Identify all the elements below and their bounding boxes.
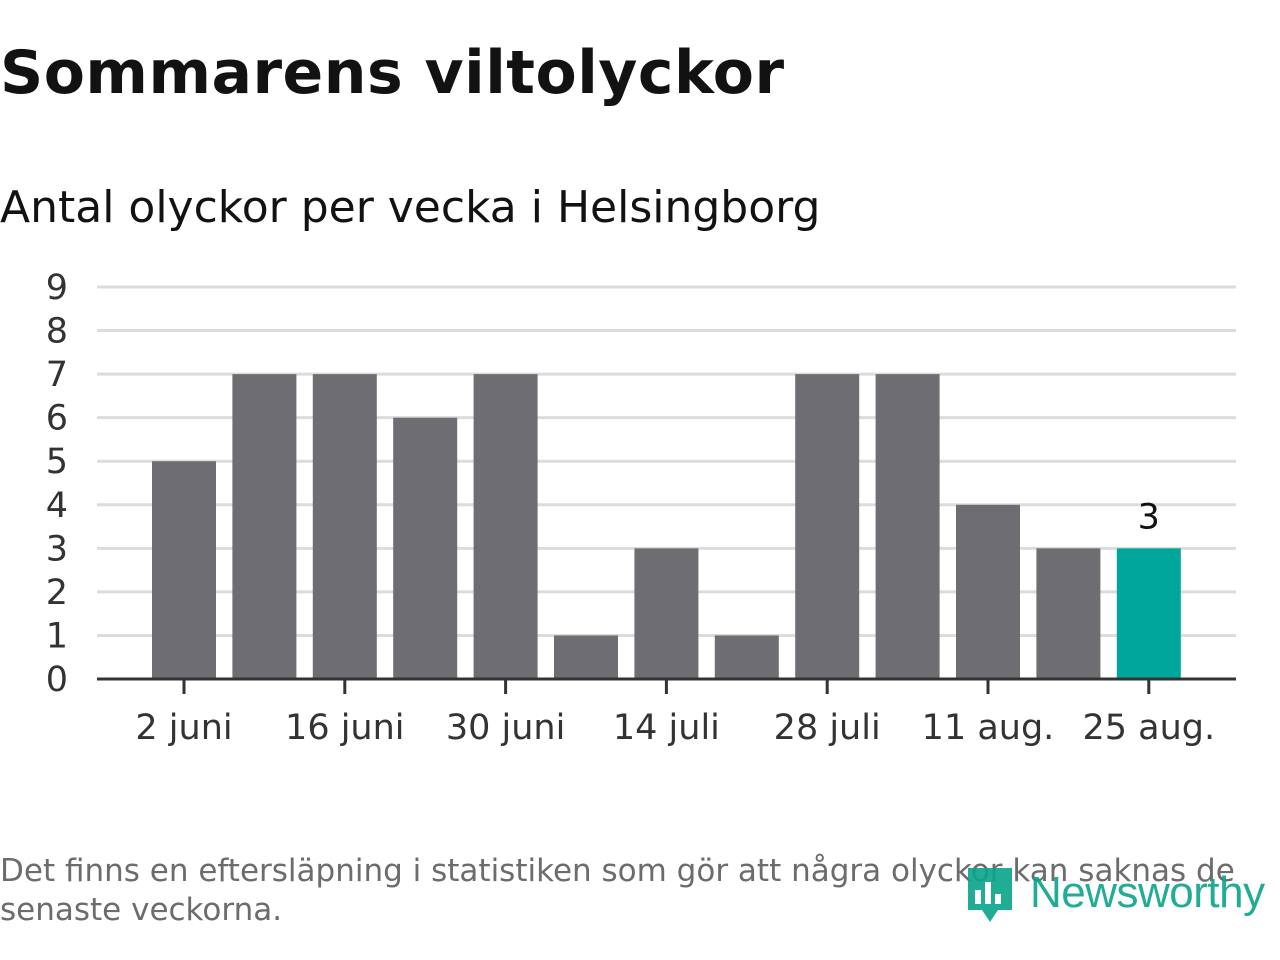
y-tick-label: 8 (46, 312, 68, 352)
y-tick-label: 6 (46, 399, 68, 439)
bar-30-juni (473, 374, 538, 679)
bar-23-juni (393, 417, 458, 679)
y-tick-label: 1 (46, 616, 68, 656)
x-tick-label: 11 aug. (922, 708, 1055, 748)
x-tick-label: 14 juli (613, 708, 720, 748)
bar-28-juli (795, 374, 860, 679)
x-tick-label: 28 juli (774, 708, 881, 748)
x-tick-label: 16 juni (285, 708, 404, 748)
bar-21-juli (714, 635, 779, 679)
footnote: Det finns en eftersläpning i statistiken… (0, 853, 1235, 928)
bar-7-juli (554, 635, 618, 679)
y-tick-label: 0 (46, 660, 68, 700)
bar-4-aug- (875, 374, 940, 679)
y-tick-label: 2 (46, 573, 68, 613)
x-tick-label: 30 juni (446, 708, 565, 748)
bar-9-juni (232, 374, 297, 679)
y-tick-label: 4 (46, 486, 68, 526)
bar-11-aug- (956, 504, 1020, 679)
bars (152, 374, 1181, 679)
x-tick-label: 25 aug. (1082, 708, 1215, 748)
bar-25-aug- (1116, 548, 1181, 679)
y-tick-label: 3 (46, 529, 68, 569)
newsworthy-chart-icon (968, 868, 1012, 922)
bar-16-juni (312, 374, 377, 679)
bar-18-aug- (1036, 548, 1101, 679)
bar-2-juni (152, 461, 216, 679)
x-tick-label: 2 juni (135, 708, 232, 748)
y-tick-label: 5 (46, 442, 68, 482)
chart-title: Sommarens viltolyckor (0, 38, 785, 108)
y-tick-label: 7 (46, 355, 68, 395)
newsworthy-logo: Newsworthy (964, 860, 1265, 926)
x-axis: 2 juni 16 juni 30 juni 14 juli 28 juli 11 aug… (97, 677, 1236, 748)
data-label-last-bar: 3 (1138, 497, 1160, 537)
data-labels: 3 (1138, 497, 1160, 537)
chart-subtitle: Antal olyckor per vecka i Helsingborg (0, 182, 821, 233)
bar-14-juli (634, 548, 699, 679)
logo-text: Newsworthy (1030, 868, 1265, 917)
y-tick-label: 9 (46, 268, 68, 308)
